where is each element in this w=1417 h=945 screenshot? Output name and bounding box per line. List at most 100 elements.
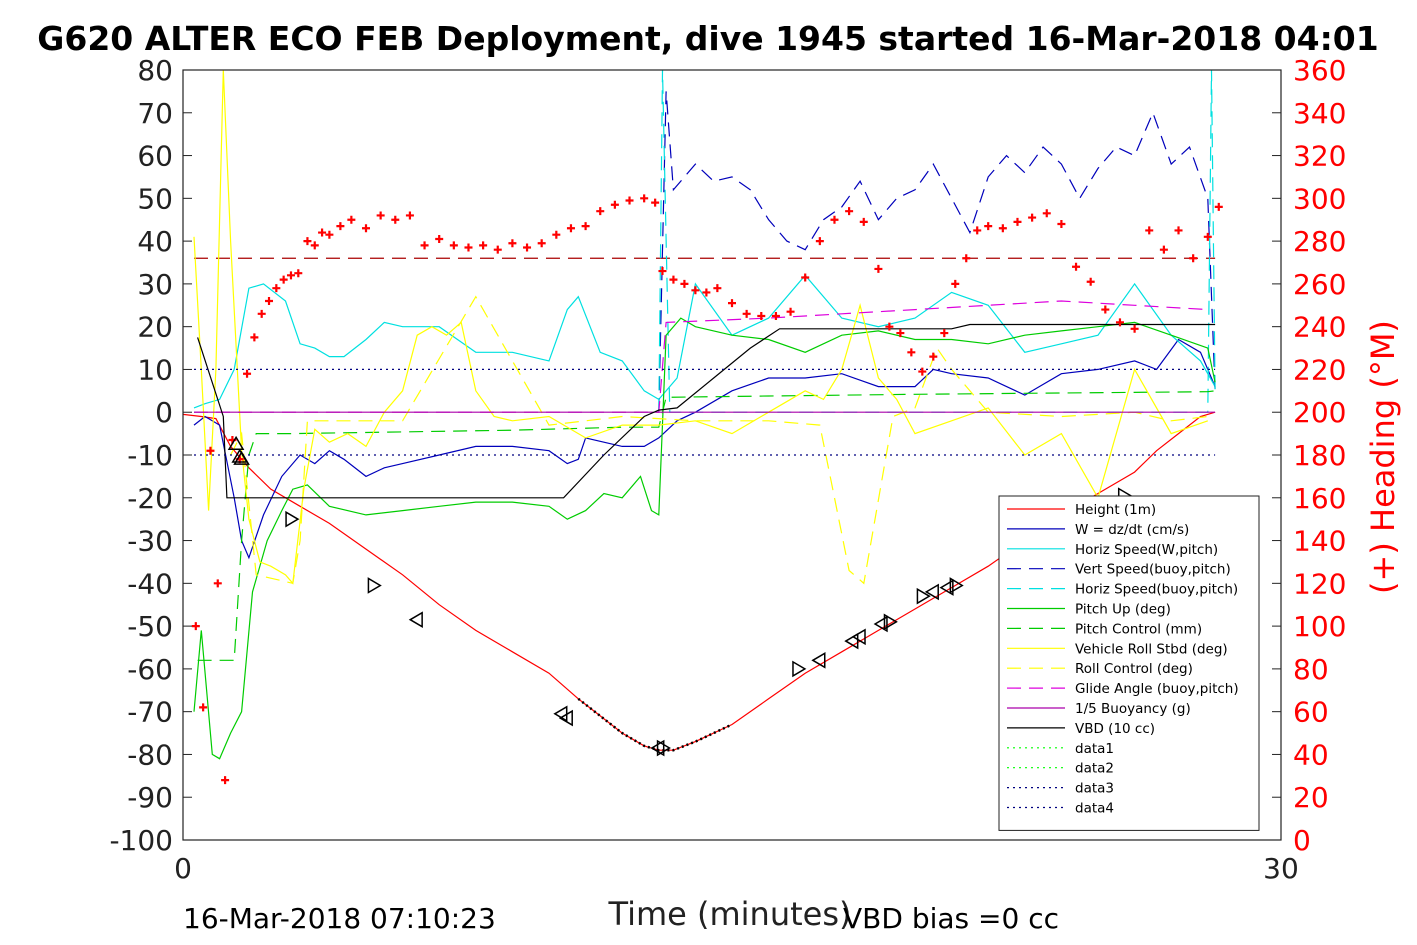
plot-series: [183, 70, 1223, 785]
series-line-1: [193, 338, 1216, 560]
heading-point: [1013, 217, 1022, 226]
event-marker: [792, 660, 807, 678]
heading-point: [610, 200, 619, 209]
heading-point: [294, 269, 303, 278]
legend: Height (1m) W = dz/dt (cm/s) Horiz Speed(W…: [998, 495, 1260, 831]
event-marker: [233, 450, 250, 465]
heading-point: [1203, 232, 1212, 241]
heading-point: [962, 254, 971, 263]
legend-entry: 1/5 Buoyancy (g): [1075, 701, 1191, 717]
y-tick-label: 60: [137, 140, 173, 173]
heading-point: [874, 264, 883, 273]
heading-point: [918, 367, 927, 376]
heading-point: [907, 348, 916, 357]
y-tick-label: 10: [137, 353, 173, 386]
y-axis-ticks: 80 70 60 50 40 30 20 10 0 -10 -20 -30 -40 -50 -60 -70 -8…: [109, 54, 1281, 857]
heading-point: [493, 245, 502, 254]
heading-point: [325, 230, 334, 239]
heading-point: [651, 198, 660, 207]
y-right-tick-label: 140: [1293, 525, 1346, 558]
event-marker: [949, 577, 964, 594]
heading-point: [303, 237, 312, 246]
heading-point: [984, 222, 993, 231]
y-tick-label: 50: [137, 182, 173, 215]
heading-point: [1115, 318, 1124, 327]
y-tick-label: -10: [127, 439, 173, 472]
y-tick-label: -100: [109, 824, 173, 857]
y-tick-label: -70: [127, 696, 173, 729]
legend-entry: Vert Speed(buoy,pitch): [1075, 562, 1231, 578]
y-right-tick-label: 0: [1293, 824, 1311, 857]
y-right-tick-label: 280: [1293, 225, 1346, 258]
event-marker: [408, 611, 423, 629]
y-tick-label: -20: [127, 482, 173, 515]
heading-point: [830, 215, 839, 224]
series-line-8: [230, 295, 1208, 585]
event-marker: [851, 628, 866, 646]
legend-entry: Horiz Speed(W,pitch): [1075, 542, 1218, 558]
y-right-tick-label: 20: [1293, 781, 1329, 814]
legend-entry: Glide Angle (buoy,pitch): [1075, 681, 1239, 697]
series-line-6: [197, 390, 1216, 661]
y-tick-label: 30: [137, 268, 173, 301]
heading-point: [213, 579, 222, 588]
y-tick-label: 20: [137, 311, 173, 344]
heading-point: [265, 297, 274, 305]
heading-point: [1130, 324, 1139, 333]
heading-point: [1145, 226, 1154, 235]
x-axis-ticks: 0 30: [174, 831, 1299, 885]
legend-entry: W = dz/dt (cm/s): [1075, 522, 1189, 538]
heading-point: [479, 241, 488, 250]
heading-point: [940, 329, 949, 338]
heading-point: [435, 234, 444, 243]
heading-point: [702, 288, 711, 297]
legend-entry: Vehicle Roll Stbd (deg): [1075, 641, 1228, 657]
legend-entry: Height (1m): [1075, 502, 1156, 518]
heading-point: [1086, 277, 1095, 286]
series-line-2: [193, 274, 1216, 409]
heading-point: [1057, 220, 1066, 228]
heading-point: [1028, 213, 1037, 222]
heading-point: [845, 207, 854, 216]
y-right-tick-label: 160: [1293, 482, 1346, 515]
heading-point: [464, 243, 473, 252]
y-tick-label: -60: [127, 653, 173, 686]
heading-point: [310, 241, 319, 250]
heading-point: [658, 267, 667, 276]
series-line-11: [197, 323, 1216, 499]
legend-entry: VBD (10 cc): [1075, 721, 1155, 737]
legend-entry: Horiz Speed(buoy,pitch): [1075, 582, 1238, 598]
chart-title: G620 ALTER ECO FEB Deployment, dive 1945…: [37, 19, 1378, 58]
heading-point: [257, 309, 266, 318]
y-right-tick-label: 200: [1293, 396, 1346, 429]
y-right-tick-label: 300: [1293, 182, 1346, 215]
y-tick-label: 0: [155, 396, 173, 429]
event-marker: [367, 577, 382, 594]
event-marker: [873, 615, 888, 633]
y-right-tick-label: 60: [1293, 696, 1329, 729]
series-line-9: [194, 300, 1208, 413]
heading-point: [680, 279, 689, 288]
heading-point: [318, 228, 327, 237]
heading-point: [691, 286, 700, 295]
footer-vbd-bias: VBD bias =0 cc: [843, 902, 1059, 935]
event-marker: [844, 632, 859, 650]
y-right-tick-label: 320: [1293, 140, 1346, 173]
heading-point: [896, 329, 905, 338]
event-marker: [883, 613, 898, 631]
heading-point: [815, 237, 824, 246]
footer-timestamp: 16-Mar-2018 07:10:23: [183, 902, 496, 935]
series-line-4: [658, 70, 1216, 413]
y-axis-right-label: (+) Heading (°M): [1364, 320, 1402, 594]
legend-box: [998, 495, 1260, 831]
heading-point: [669, 275, 678, 284]
heading-point: [523, 243, 532, 252]
event-marker: [916, 587, 931, 605]
heading-point: [859, 217, 868, 226]
y-right-tick-label: 260: [1293, 268, 1346, 301]
heading-point: [625, 196, 634, 205]
y-tick-label: -50: [127, 610, 173, 643]
event-marker: [285, 510, 300, 528]
x-axis-label: Time (minutes): [608, 895, 852, 933]
